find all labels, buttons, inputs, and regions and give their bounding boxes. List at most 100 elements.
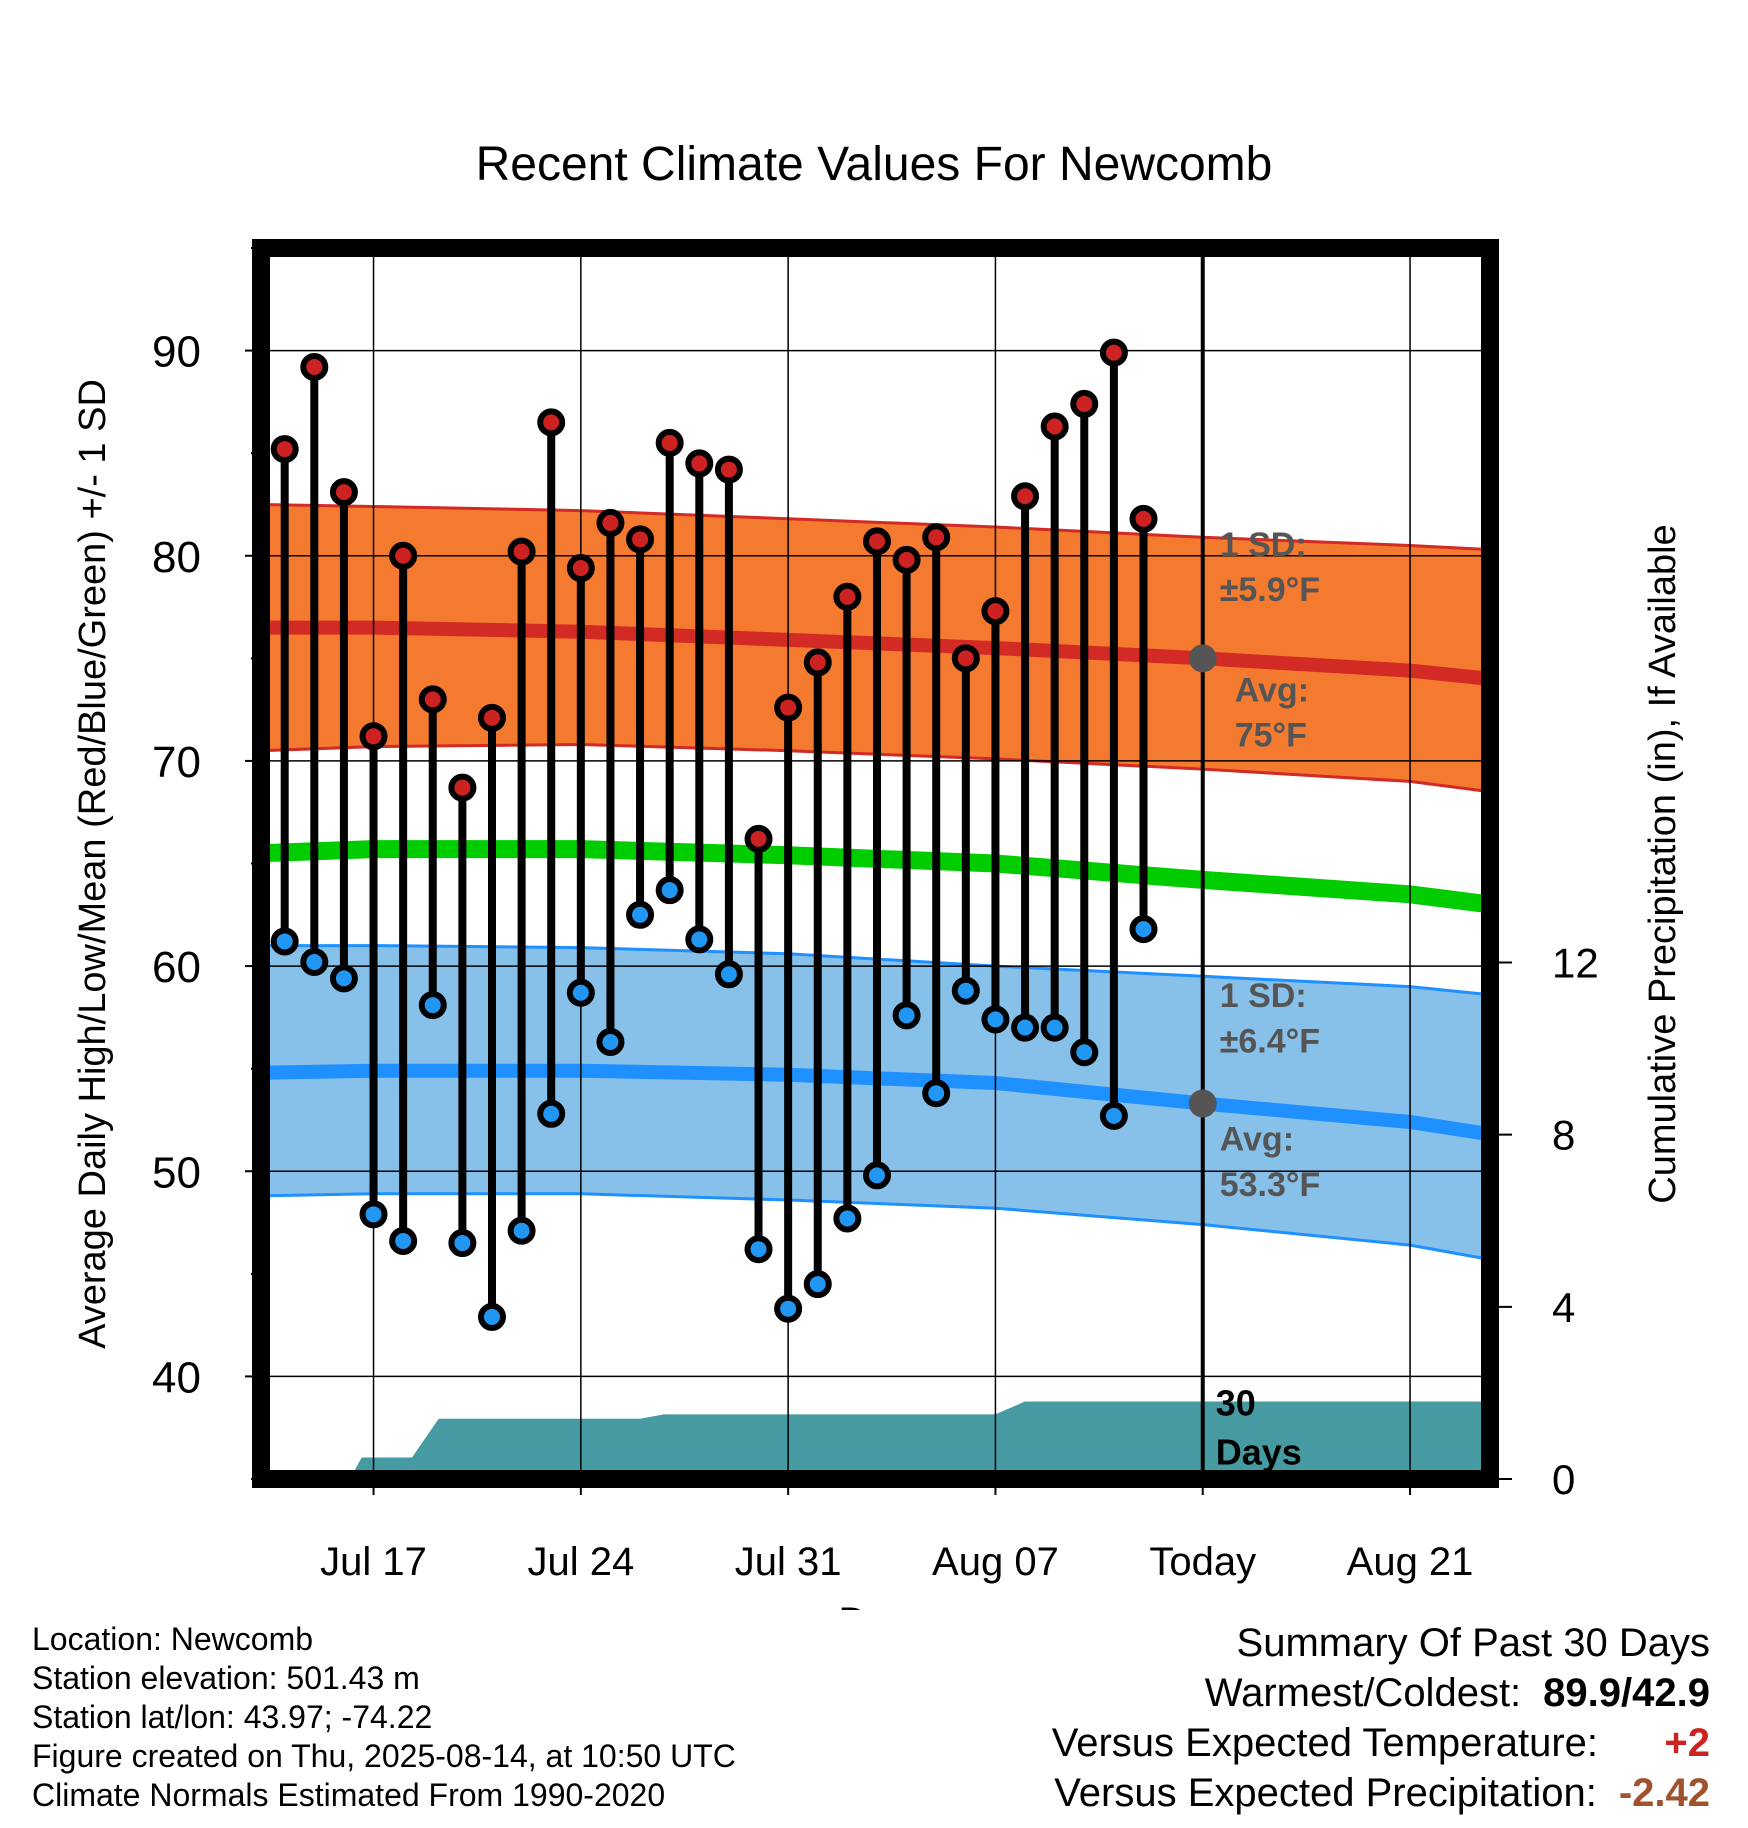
info-created: Figure created on Thu, 2025-08-14, at 10… — [32, 1738, 736, 1774]
low-sd-lower-line — [260, 1192, 1491, 1261]
x-tick-label: Jul 24 — [527, 1540, 634, 1584]
normal-high-line — [261, 620, 1491, 686]
high-sd-label: 1 SD: — [1220, 526, 1307, 564]
daily-high-point — [566, 554, 595, 583]
daily-high-point — [537, 408, 566, 437]
daily-high-point — [1070, 389, 1099, 418]
y-tick-label: 80 — [152, 533, 201, 582]
daily-high-point — [951, 644, 980, 673]
daily-low-point — [774, 1294, 803, 1323]
daily-low-point — [1129, 915, 1158, 944]
y2-tick-label: 0 — [1552, 1456, 1575, 1503]
vs-temp-value: +2 — [1664, 1721, 1710, 1765]
chart-title: Recent Climate Values For Newcomb — [476, 138, 1273, 191]
daily-low-point — [300, 947, 329, 976]
daily-low-point — [685, 925, 714, 954]
annotations: 1 SD: ±5.9°F Avg: 75°F 1 SD: ±6.4°F Avg: 53.3°F… — [1188, 526, 1321, 1473]
summary-panel: Summary Of Past 30 Days Warmest/Coldest:… — [1052, 1618, 1710, 1818]
info-normals: Climate Normals Estimated From 1990-2020 — [32, 1777, 666, 1813]
daily-low-point — [418, 991, 447, 1020]
today-low-avg-point — [1188, 1089, 1217, 1118]
daily-low-point — [537, 1099, 566, 1128]
daily-high-point — [892, 545, 921, 574]
y-tick-label: 50 — [152, 1148, 201, 1197]
daily-low-point — [1099, 1101, 1128, 1130]
daily-low-point — [862, 1161, 891, 1190]
high-sd-lower-line — [260, 742, 1491, 794]
daily-low-point — [596, 1027, 625, 1056]
daily-high-point — [833, 582, 862, 611]
info-elevation: Station elevation: 501.43 m — [32, 1660, 420, 1696]
daily-low-point — [389, 1227, 418, 1256]
warm-cold-label: Warmest/Coldest: — [1204, 1671, 1522, 1715]
daily-stems — [280, 352, 1148, 1317]
vs-precip-label: Versus Expected Precipitation: — [1054, 1771, 1597, 1815]
daily-low-point — [270, 927, 299, 956]
y-tick-label: 60 — [152, 943, 201, 992]
daily-high-point — [596, 508, 625, 537]
daily-high-point — [359, 722, 388, 751]
daily-low-point — [922, 1079, 951, 1108]
summary-vs-precip: Versus Expected Precipitation: -2.42 — [1052, 1768, 1710, 1818]
daily-high-point — [981, 597, 1010, 626]
vs-precip-value: -2.42 — [1618, 1771, 1710, 1815]
station-info: Location: Newcomb Station elevation: 501… — [32, 1620, 736, 1815]
y2-tick-label: 8 — [1552, 1112, 1575, 1159]
daily-high-point — [1011, 482, 1040, 511]
daily-high-point — [744, 824, 773, 853]
cumulative-precip-area — [261, 1401, 1490, 1479]
daily-low-point — [626, 900, 655, 929]
vs-temp-label: Versus Expected Temperature: — [1051, 1721, 1598, 1765]
daily-low-point — [1011, 1013, 1040, 1042]
daily-dots — [270, 338, 1158, 1331]
x-tick-label: Aug 07 — [932, 1540, 1059, 1584]
low-sd-label: 1 SD: — [1220, 977, 1307, 1015]
daily-low-point — [803, 1270, 832, 1299]
daily-high-point — [714, 455, 743, 484]
x-tick-label: Jul 17 — [320, 1540, 427, 1584]
daily-low-point — [1040, 1013, 1069, 1042]
x-axis-title: Day — [838, 1600, 909, 1610]
daily-low-point — [477, 1302, 506, 1331]
daily-high-point — [300, 352, 329, 381]
precip-area — [261, 1401, 1490, 1479]
daily-high-point — [862, 527, 891, 556]
low-sd-upper-line — [261, 944, 1491, 997]
high-avg-label: Avg: — [1235, 671, 1309, 709]
precip-days-number: 30 — [1216, 1382, 1256, 1423]
daily-high-point — [803, 648, 832, 677]
y2-axis-title: Cumulative Precipitation (in), If Availa… — [1642, 524, 1684, 1203]
daily-high-point — [1129, 504, 1158, 533]
high-sd-value: ±5.9°F — [1220, 571, 1320, 609]
y-tick-label: 70 — [152, 738, 201, 787]
daily-high-point — [774, 693, 803, 722]
precip-days-word: Days — [1216, 1432, 1302, 1473]
x-tick-label: Today — [1149, 1540, 1256, 1584]
today-high-avg-point — [1188, 644, 1217, 673]
y-tick-label: 90 — [152, 328, 201, 377]
x-tick-label: Aug 21 — [1347, 1540, 1474, 1584]
daily-low-point — [566, 978, 595, 1007]
daily-low-point — [1070, 1038, 1099, 1067]
y2-tick-label: 12 — [1552, 939, 1599, 986]
daily-low-point — [359, 1200, 388, 1229]
summary-warm-cold: Warmest/Coldest: 89.9/42.9 — [1052, 1668, 1710, 1718]
y2-tick-label: 4 — [1552, 1284, 1575, 1331]
climate-chart: 1 SD: ±5.9°F Avg: 75°F 1 SD: ±6.4°F Avg: 53.3°F… — [72, 138, 1684, 1610]
daily-high-point — [626, 525, 655, 554]
daily-low-point — [833, 1204, 862, 1233]
axis-ticks: 40 50 60 70 80 90 0 4 8 12 Jul 17 Jul 24 Jul 31 Aug 0… — [152, 247, 1599, 1584]
info-location: Location: Newcomb — [32, 1621, 314, 1657]
summary-vs-temp: Versus Expected Temperature: +2 — [1052, 1718, 1710, 1768]
daily-low-point — [448, 1229, 477, 1258]
daily-low-point — [744, 1235, 773, 1264]
warm-cold-value: 89.9/42.9 — [1543, 1671, 1710, 1715]
daily-high-point — [685, 449, 714, 478]
low-avg-value: 53.3°F — [1220, 1166, 1321, 1204]
daily-low-point — [329, 964, 358, 993]
daily-low-point — [951, 976, 980, 1005]
daily-high-point — [1040, 412, 1069, 441]
low-sd-value: ±6.4°F — [1220, 1022, 1320, 1060]
normal-low-line — [260, 1063, 1492, 1142]
daily-high-point — [389, 541, 418, 570]
